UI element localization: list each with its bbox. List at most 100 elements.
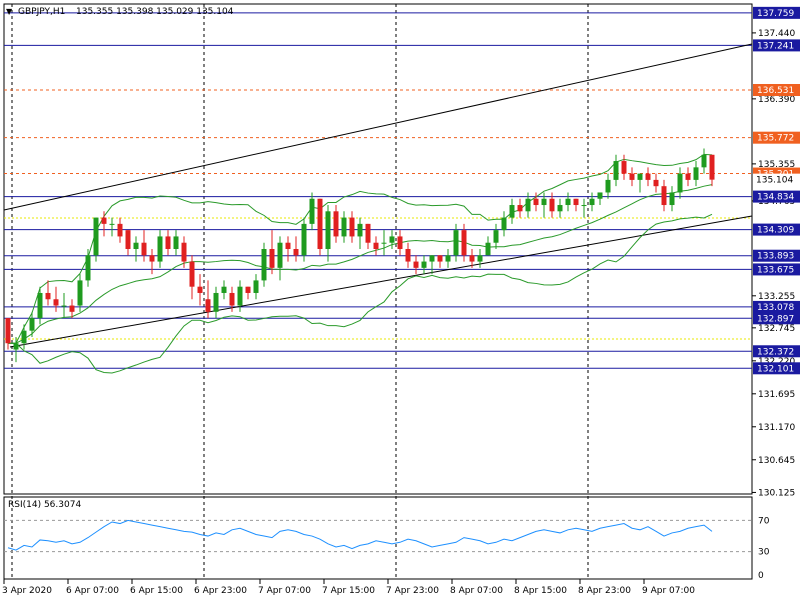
level-label-box: [753, 84, 800, 97]
candle-body: [341, 217, 347, 237]
candle-body: [277, 242, 283, 268]
candle: [141, 230, 147, 262]
candle-body: [589, 198, 595, 206]
candle: [213, 286, 219, 319]
bollinger-bands: [8, 153, 713, 374]
level-label-box: [753, 6, 800, 19]
rsi-level-label: 0: [758, 571, 764, 581]
candle-body: [429, 255, 435, 262]
candle-body: [685, 173, 691, 180]
candle: [485, 236, 491, 256]
candle: [605, 173, 611, 199]
candle: [709, 154, 715, 187]
level-label: 132.897: [757, 314, 794, 324]
candle-body: [373, 242, 379, 249]
candle-body: [117, 223, 123, 237]
candle-body: [541, 198, 547, 206]
candle: [261, 242, 267, 287]
candle: [549, 192, 555, 218]
candle: [317, 198, 323, 256]
price-tick-label: 137.440: [758, 29, 795, 39]
candle-body: [613, 161, 619, 180]
price-tick-label: 131.170: [758, 423, 795, 433]
candle: [133, 236, 139, 262]
candle: [653, 173, 659, 193]
price-tick-label: 130.645: [758, 456, 795, 466]
level-label-box: [753, 223, 800, 236]
candle: [509, 198, 515, 224]
time-label: 7 Apr 07:00: [258, 586, 311, 596]
candle: [437, 255, 443, 268]
candle: [77, 274, 83, 312]
candle-body: [157, 236, 163, 262]
time-label: 8 Apr 07:00: [450, 586, 503, 596]
candle-body: [421, 261, 427, 268]
price-tick-label: 130.125: [758, 488, 795, 498]
candle: [389, 230, 395, 249]
candle-body: [205, 299, 211, 312]
candle-body: [197, 286, 203, 293]
dropdown-triangle-icon[interactable]: ▼: [6, 7, 13, 16]
level-lines: [4, 12, 752, 369]
candle: [421, 255, 427, 275]
level-label-box: [753, 249, 800, 262]
candle-body: [677, 173, 683, 193]
trendline-upper[interactable]: [3, 43, 753, 211]
candle-body: [317, 198, 323, 249]
candle: [701, 148, 707, 174]
candle: [93, 217, 99, 262]
level-label-box: [753, 263, 800, 276]
candle-body: [349, 217, 355, 237]
candle-body: [573, 198, 579, 206]
candle-body: [549, 198, 555, 212]
candle: [693, 161, 699, 187]
candle-body: [29, 318, 35, 331]
candle: [613, 154, 619, 187]
level-label-box: [753, 345, 800, 358]
candle: [125, 230, 131, 256]
candle: [541, 192, 547, 218]
candle-body: [709, 154, 715, 180]
candle: [221, 280, 227, 300]
candle: [181, 236, 187, 268]
candle: [357, 217, 363, 249]
candle: [309, 192, 315, 231]
candle: [205, 280, 211, 319]
candle-body: [653, 179, 659, 187]
candle-body: [213, 292, 219, 312]
current-price-label: 135.104: [756, 176, 793, 186]
price-tick-label: 132.220: [758, 357, 795, 367]
candle-body: [13, 343, 19, 350]
candle: [565, 192, 571, 212]
candle: [285, 236, 291, 262]
candle-body: [325, 211, 331, 249]
candle: [101, 211, 107, 237]
candle-body: [693, 167, 699, 180]
candle-body: [301, 223, 307, 256]
candle: [597, 192, 603, 206]
level-label: 136.531: [757, 86, 794, 96]
candle-body: [93, 217, 99, 256]
candle: [253, 274, 259, 300]
candle-body: [293, 249, 299, 256]
candle-body: [413, 261, 419, 268]
rsi-panel-frame: [3, 496, 753, 580]
candle-body: [517, 205, 523, 212]
candle: [397, 230, 403, 256]
candle-body: [333, 211, 339, 237]
candle: [85, 249, 91, 287]
candle-body: [365, 223, 371, 243]
candle-body: [357, 223, 363, 237]
trendline-lower[interactable]: [9, 215, 753, 348]
candle-body: [77, 280, 83, 306]
band-upper: [8, 153, 713, 344]
candle-body: [525, 198, 531, 212]
price-tick-label: 136.390: [758, 95, 795, 105]
rsi-level-label: 30: [758, 548, 770, 558]
time-label: 8 Apr 15:00: [514, 586, 567, 596]
candle: [685, 167, 691, 187]
candle-body: [165, 236, 171, 249]
level-label: 137.759: [757, 9, 794, 19]
candle-body: [285, 242, 291, 249]
